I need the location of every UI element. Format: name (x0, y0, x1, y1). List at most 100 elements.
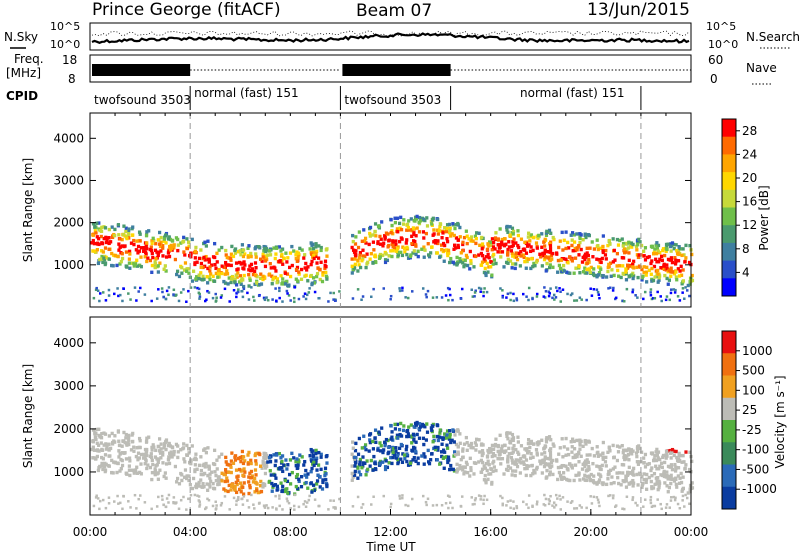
power-cell (315, 274, 319, 279)
power-cell (596, 290, 600, 294)
power-cell (621, 271, 625, 276)
velocity-cell (429, 458, 433, 462)
power-cell (543, 248, 547, 252)
power-cell (655, 260, 659, 264)
velocity-cell (164, 476, 168, 480)
velocity-cell (456, 450, 460, 454)
freq-panel: Freq. [MHz] 18 8 60 0 Nave (6, 52, 777, 86)
power-cell (211, 274, 215, 279)
velocity-cell (542, 503, 546, 506)
power-cell (664, 249, 668, 253)
velocity-cell (398, 446, 402, 450)
velocity-cell (436, 438, 440, 443)
power-cell (371, 233, 375, 237)
power-cell (478, 243, 482, 248)
power-cell (240, 243, 245, 247)
velocity-cell (383, 467, 388, 472)
power-cell (535, 246, 539, 250)
power-cell (208, 265, 212, 269)
time-tick-label: 00:00 (674, 525, 709, 539)
power-cell (577, 264, 581, 269)
power-cell (529, 245, 533, 249)
power-cell (508, 225, 512, 229)
power-cell (543, 286, 546, 289)
velocity-cell (117, 455, 121, 459)
velocity-cell (511, 461, 515, 465)
velocity-cell (681, 475, 685, 479)
power-cell (636, 255, 640, 260)
power-cell (208, 269, 212, 273)
velocity-cell (315, 479, 320, 483)
velocity-cell (507, 452, 511, 456)
velocity-cell (470, 496, 473, 499)
velocity-cell (469, 468, 473, 473)
velocity-cell (547, 498, 551, 501)
velocity-cell (597, 472, 601, 476)
velocity-cell (319, 467, 323, 472)
power-cell (242, 248, 246, 252)
power-cell (493, 236, 498, 240)
power-cell (447, 230, 452, 235)
velocity-cell (627, 481, 631, 486)
power-cell (444, 229, 449, 234)
power-cell (94, 288, 98, 292)
power-cell (467, 237, 471, 241)
power-cell (195, 260, 199, 264)
velocity-cell (636, 504, 639, 507)
power-cell (511, 232, 515, 236)
power-cell (650, 259, 654, 263)
power-cell (501, 296, 504, 299)
velocity-cell (139, 452, 144, 457)
velocity-cell (229, 470, 233, 475)
power-cell (230, 244, 234, 249)
power-cell (668, 298, 672, 302)
power-cell (462, 258, 466, 262)
velocity-cell (479, 470, 483, 474)
power-cell (667, 278, 672, 282)
power-cell (453, 226, 457, 231)
velocity-cell (506, 437, 510, 441)
power-cell (310, 259, 314, 264)
velocity-cell (172, 501, 175, 504)
velocity-cell (528, 445, 532, 450)
power-cell (262, 249, 266, 253)
power-cell (390, 254, 394, 259)
power-cell (264, 254, 268, 258)
power-cell (351, 297, 355, 300)
power-cell (640, 267, 644, 272)
velocity-cell (104, 506, 108, 510)
power-cell (394, 249, 398, 253)
velocity-cell (572, 439, 576, 444)
power-cell (571, 231, 575, 235)
power-cell (540, 264, 544, 268)
power-cell (578, 240, 582, 245)
power-cell (95, 248, 99, 252)
velocity-cell (461, 468, 465, 472)
velocity-cell (130, 440, 134, 444)
power-cell (120, 252, 124, 256)
velocity-cell (655, 453, 659, 457)
power-cell (261, 277, 265, 282)
power-cell (281, 262, 285, 266)
velocity-cell (263, 505, 266, 508)
power-cell (549, 250, 553, 254)
velocity-cell (177, 482, 182, 486)
power-cell (534, 241, 539, 245)
power-cell (269, 266, 273, 270)
power-cell (540, 245, 544, 249)
power-cell (578, 236, 582, 241)
power-cell (511, 240, 515, 244)
velocity-cell (274, 476, 278, 480)
power-cell (393, 246, 397, 250)
power-cell (207, 275, 211, 280)
velocity-cell (219, 504, 223, 507)
velocity-cell (226, 489, 230, 494)
power-cell (352, 264, 357, 269)
velocity-cell (230, 484, 234, 489)
velocity-cell (406, 463, 411, 467)
power-cell (433, 239, 437, 243)
power-cell (281, 277, 285, 281)
velocity-cell (452, 454, 456, 458)
power-cell (673, 256, 677, 260)
power-cell (101, 260, 105, 265)
